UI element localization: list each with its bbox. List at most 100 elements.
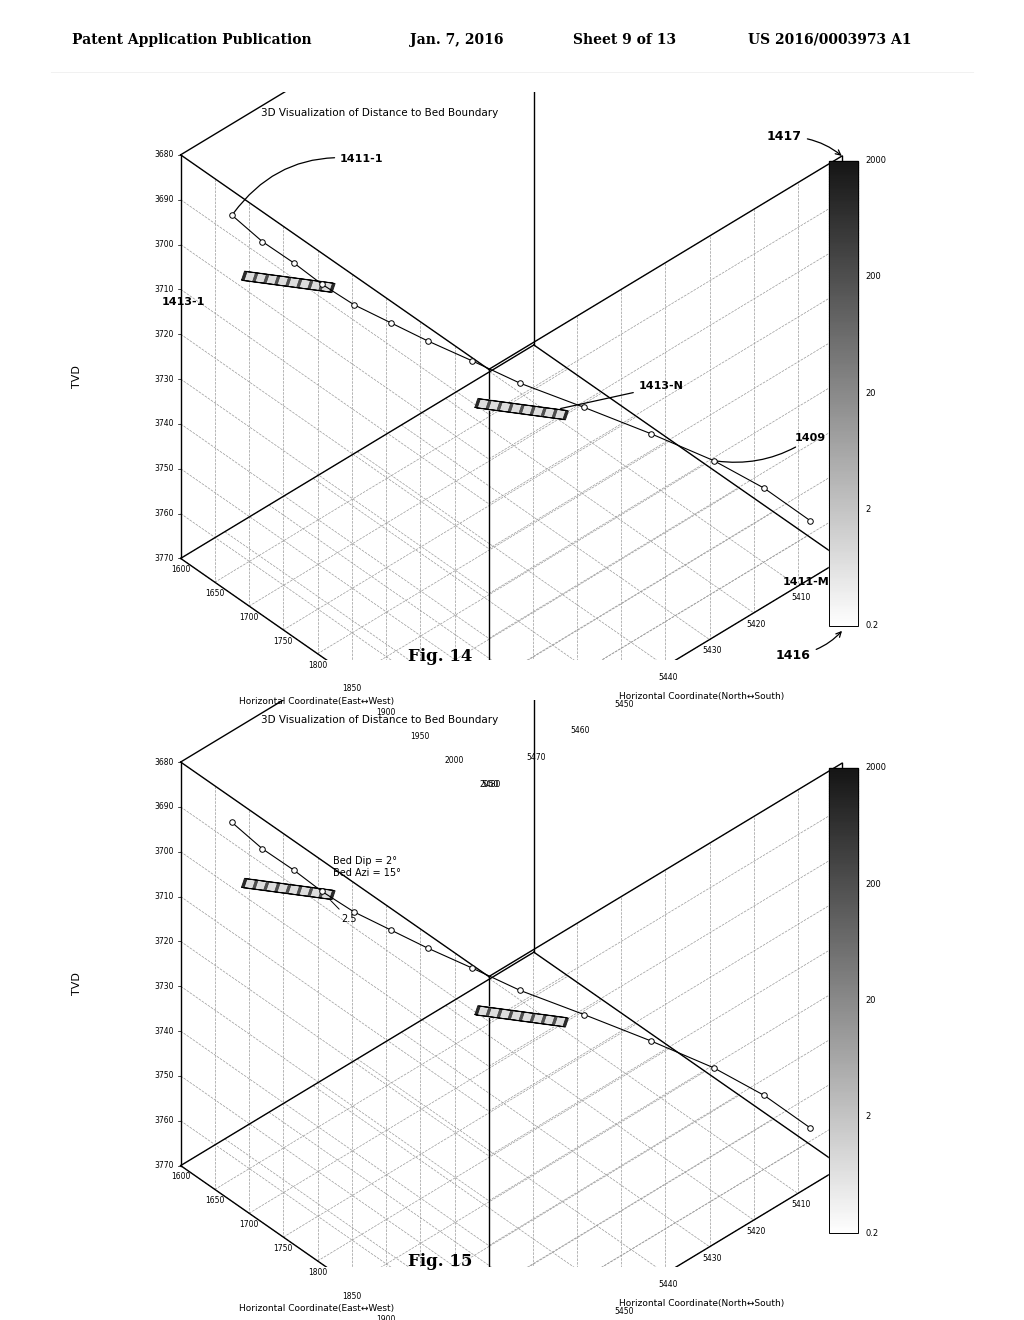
Bar bbox=[829, 486, 858, 488]
Bar bbox=[829, 370, 858, 372]
Text: Fig. 14: Fig. 14 bbox=[409, 648, 472, 665]
Bar bbox=[829, 851, 858, 854]
Text: TVD: TVD bbox=[72, 972, 82, 995]
Bar bbox=[829, 965, 858, 968]
Bar bbox=[829, 309, 858, 312]
Bar bbox=[829, 442, 858, 445]
Bar bbox=[829, 470, 858, 473]
Bar bbox=[829, 226, 858, 228]
Bar bbox=[829, 477, 858, 479]
Text: 3760: 3760 bbox=[154, 510, 173, 517]
Bar bbox=[829, 558, 858, 561]
Bar bbox=[829, 1221, 858, 1224]
Bar bbox=[829, 1012, 858, 1014]
Bar bbox=[829, 516, 858, 519]
Bar bbox=[829, 1052, 858, 1053]
Bar bbox=[829, 900, 858, 903]
Bar bbox=[829, 1043, 858, 1044]
Text: 5460: 5460 bbox=[570, 726, 590, 735]
Text: US 2016/0003973 A1: US 2016/0003973 A1 bbox=[748, 33, 911, 48]
Text: Horizontal Coordinate(East↔West): Horizontal Coordinate(East↔West) bbox=[240, 1304, 394, 1313]
Bar bbox=[829, 244, 858, 247]
Bar bbox=[829, 412, 858, 414]
Bar bbox=[829, 858, 858, 861]
Bar bbox=[829, 384, 858, 387]
Bar bbox=[829, 598, 858, 601]
Bar bbox=[829, 833, 858, 836]
Text: 1411-1: 1411-1 bbox=[233, 154, 384, 213]
Polygon shape bbox=[244, 272, 335, 293]
Bar bbox=[829, 347, 858, 348]
Polygon shape bbox=[475, 1006, 566, 1027]
Bar bbox=[829, 1068, 858, 1071]
Text: 1900: 1900 bbox=[377, 1316, 396, 1320]
Bar bbox=[829, 568, 858, 570]
Bar bbox=[829, 272, 858, 275]
Bar bbox=[829, 775, 858, 777]
Bar bbox=[829, 457, 858, 458]
Text: 5450: 5450 bbox=[614, 1307, 634, 1316]
Bar bbox=[829, 817, 858, 818]
Polygon shape bbox=[244, 879, 335, 900]
Bar bbox=[829, 1131, 858, 1133]
Bar bbox=[829, 1168, 858, 1171]
Text: 5420: 5420 bbox=[746, 1226, 766, 1236]
Bar bbox=[829, 1129, 858, 1131]
Text: 200: 200 bbox=[865, 272, 882, 281]
Bar bbox=[829, 954, 858, 956]
Bar bbox=[829, 849, 858, 851]
Bar bbox=[829, 1184, 858, 1187]
Bar bbox=[829, 363, 858, 366]
Bar bbox=[829, 1031, 858, 1034]
Bar bbox=[829, 228, 858, 230]
Bar bbox=[829, 482, 858, 484]
Bar bbox=[829, 263, 858, 265]
Bar bbox=[829, 300, 858, 302]
Bar bbox=[829, 772, 858, 775]
Text: 3680: 3680 bbox=[154, 758, 173, 767]
Bar bbox=[829, 570, 858, 573]
Bar bbox=[829, 830, 858, 833]
Bar bbox=[829, 942, 858, 945]
Bar bbox=[829, 463, 858, 466]
Text: 3710: 3710 bbox=[154, 892, 173, 902]
Bar bbox=[829, 1122, 858, 1123]
Bar bbox=[829, 1114, 858, 1117]
Bar bbox=[829, 958, 858, 961]
Bar bbox=[829, 436, 858, 437]
Bar bbox=[829, 161, 858, 626]
Text: 5430: 5430 bbox=[702, 1254, 722, 1262]
Bar bbox=[829, 845, 858, 847]
Bar bbox=[829, 1105, 858, 1107]
Bar bbox=[829, 338, 858, 339]
Bar bbox=[829, 193, 858, 195]
Bar bbox=[829, 161, 858, 162]
Bar bbox=[829, 1098, 858, 1101]
Bar bbox=[829, 407, 858, 409]
Bar bbox=[829, 564, 858, 565]
Text: 3770: 3770 bbox=[154, 554, 173, 562]
Text: 5400: 5400 bbox=[835, 1173, 854, 1183]
Text: 1413-1: 1413-1 bbox=[162, 297, 206, 306]
Bar bbox=[829, 165, 858, 168]
Bar bbox=[829, 622, 858, 623]
Bar bbox=[829, 1102, 858, 1105]
Bar bbox=[829, 466, 858, 467]
Text: 1416: 1416 bbox=[776, 632, 841, 661]
Bar bbox=[829, 1123, 858, 1126]
Bar bbox=[829, 387, 858, 388]
Bar bbox=[829, 451, 858, 454]
Text: 3770: 3770 bbox=[154, 1162, 173, 1170]
Bar bbox=[829, 796, 858, 799]
Text: 3750: 3750 bbox=[154, 465, 173, 473]
Bar bbox=[829, 354, 858, 356]
Bar bbox=[829, 446, 858, 449]
Bar bbox=[829, 1172, 858, 1175]
Bar bbox=[829, 162, 858, 165]
Text: 3690: 3690 bbox=[154, 195, 173, 205]
Bar bbox=[829, 777, 858, 779]
Bar bbox=[829, 424, 858, 426]
Bar bbox=[829, 863, 858, 866]
Text: 5450: 5450 bbox=[614, 700, 634, 709]
Bar bbox=[829, 531, 858, 533]
